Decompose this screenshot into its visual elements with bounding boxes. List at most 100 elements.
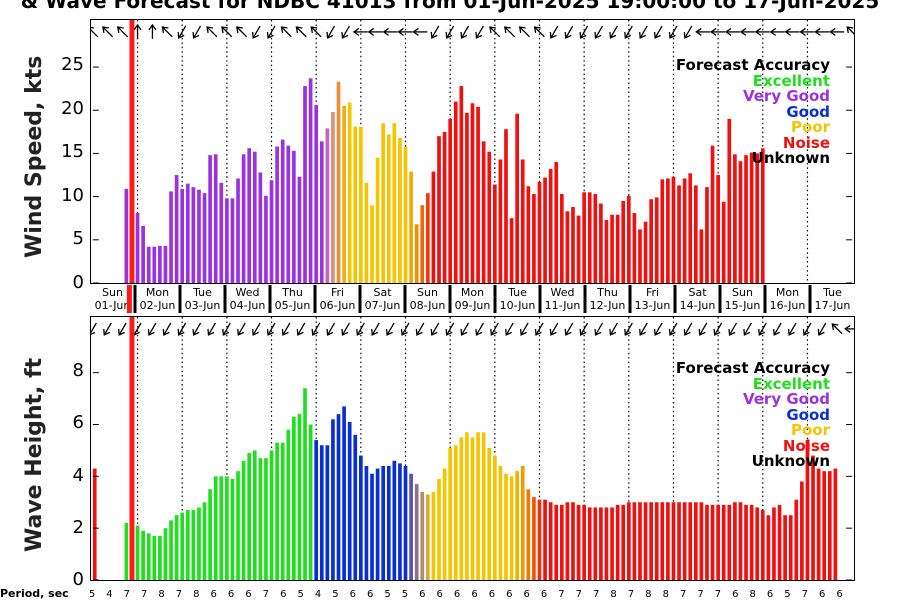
- data-bar: [816, 468, 821, 580]
- day-date-label: 16-Jun: [770, 299, 806, 312]
- data-bar: [448, 447, 453, 580]
- data-bar: [292, 150, 296, 283]
- data-bar: [191, 510, 196, 580]
- day-date-label: 17-Jun: [815, 299, 851, 312]
- data-bar: [537, 181, 542, 283]
- day-name-label: Mon: [146, 286, 169, 299]
- data-bar: [744, 155, 748, 283]
- period-value: 6: [767, 589, 773, 600]
- data-bar: [604, 219, 609, 283]
- data-bar: [649, 199, 653, 283]
- data-bar: [710, 504, 715, 580]
- data-bar: [554, 162, 559, 283]
- day-date-label: 06-Jun: [320, 299, 356, 312]
- direction-arrow: [639, 322, 648, 336]
- legend-title: Forecast Accuracy: [675, 56, 830, 74]
- period-value: 6: [836, 589, 842, 600]
- day-divider: [178, 285, 182, 313]
- direction-arrow: [207, 322, 217, 336]
- data-bar: [442, 131, 447, 283]
- data-bar: [783, 515, 787, 580]
- direction-arrow: [326, 25, 336, 39]
- direction-arrow: [221, 26, 233, 38]
- period-value: 4: [315, 589, 321, 600]
- data-bar: [152, 535, 157, 580]
- direction-arrow: [352, 27, 368, 36]
- direction-arrow: [564, 322, 574, 336]
- legend-excellent: Excellent: [752, 71, 830, 90]
- direction-arrow: [683, 25, 693, 39]
- direction-arrow: [116, 26, 129, 38]
- data-bar: [548, 168, 553, 283]
- day-date-label: 13-Jun: [635, 299, 671, 312]
- direction-arrow: [148, 23, 157, 39]
- day-divider: [403, 285, 407, 313]
- data-bar: [319, 141, 324, 283]
- data-bar: [392, 460, 397, 580]
- direction-arrow: [341, 25, 350, 39]
- data-bar: [437, 136, 441, 283]
- direction-arrow: [430, 25, 440, 39]
- direction-arrow: [103, 322, 112, 336]
- data-bar: [626, 195, 631, 283]
- day-divider: [763, 285, 767, 313]
- data-bar: [654, 502, 659, 580]
- period-value: 7: [697, 589, 703, 600]
- direction-arrow: [743, 322, 752, 336]
- data-bar: [693, 502, 698, 580]
- direction-arrow: [91, 322, 97, 336]
- direction-arrow: [311, 322, 321, 336]
- data-bar: [442, 468, 447, 580]
- data-bar: [465, 112, 469, 283]
- data-bar: [146, 533, 151, 580]
- data-bar: [749, 152, 754, 283]
- period-value: 7: [802, 589, 808, 600]
- direction-arrow: [624, 322, 633, 336]
- data-bar: [347, 421, 352, 580]
- legend-unknown: Unknown: [751, 149, 830, 167]
- data-bar: [638, 229, 642, 283]
- data-bar: [359, 455, 363, 580]
- day-label-strip: Sun01-JunMon02-JunTue03-JunWed04-JunThu0…: [95, 285, 851, 313]
- direction-arrow: [564, 25, 574, 39]
- wave-legend: Forecast Accuracy Excellent Very Good Go…: [676, 360, 830, 470]
- direction-arrow: [728, 322, 738, 336]
- data-bar: [163, 528, 168, 580]
- data-bar: [208, 155, 212, 283]
- data-bar: [264, 458, 268, 580]
- direction-arrow: [844, 324, 854, 333]
- data-bar: [822, 471, 827, 580]
- period-value: 5: [384, 589, 390, 600]
- data-bar: [582, 192, 586, 283]
- day-name-label: Mon: [461, 286, 484, 299]
- direction-arrow: [698, 322, 708, 336]
- direction-arrow: [382, 27, 398, 36]
- day-divider: [718, 285, 722, 313]
- direction-arrow: [758, 322, 767, 336]
- data-bar: [308, 78, 313, 283]
- data-bar: [649, 502, 653, 580]
- data-bar: [465, 432, 469, 580]
- direction-arrow: [162, 322, 172, 336]
- data-bar: [470, 437, 475, 580]
- data-bar: [671, 502, 676, 580]
- data-bar: [671, 176, 676, 283]
- data-bar: [805, 440, 810, 580]
- data-bar: [677, 185, 681, 283]
- data-bar: [733, 502, 737, 580]
- direction-arrow: [236, 26, 248, 38]
- data-bar: [777, 504, 782, 580]
- y-tick-label: 2: [72, 516, 84, 538]
- data-bar: [498, 159, 503, 283]
- direction-arrow: [668, 322, 678, 336]
- data-bar: [152, 246, 157, 283]
- data-bar: [593, 507, 598, 580]
- current-time-marker: [129, 20, 135, 283]
- data-bar: [744, 504, 748, 580]
- data-bar: [180, 512, 185, 580]
- data-bar: [398, 137, 402, 283]
- day-divider: [313, 285, 317, 313]
- data-bar: [721, 504, 726, 580]
- data-bar: [559, 504, 564, 580]
- data-bar: [370, 205, 374, 283]
